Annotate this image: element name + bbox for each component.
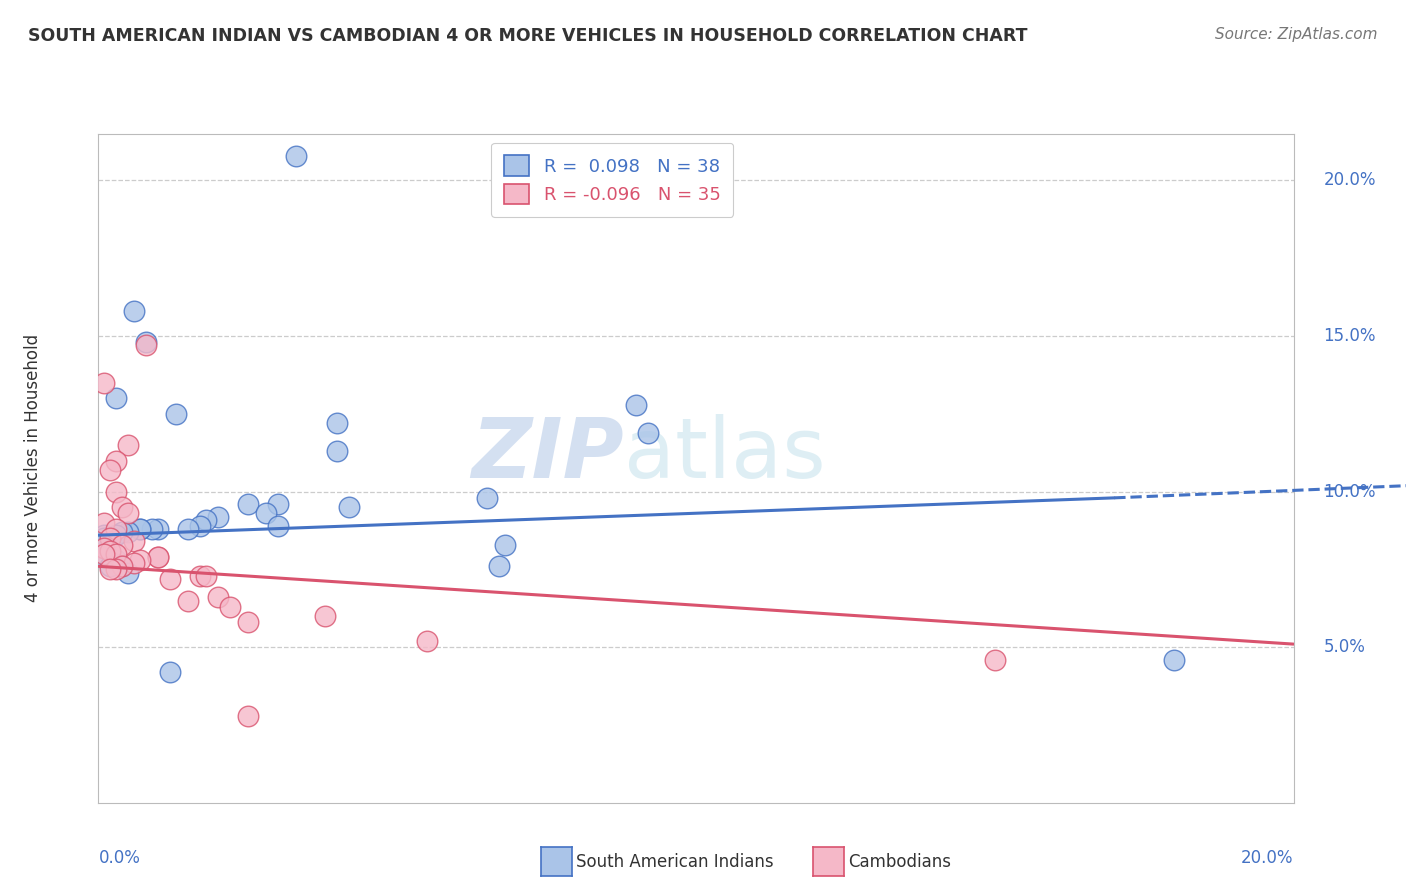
Point (236, 497, 259, 511)
Point (93, 547, 115, 561)
Point (207, 591, 229, 605)
Text: Cambodians: Cambodians (848, 853, 950, 871)
Point (159, 572, 181, 586)
Point (188, 568, 211, 582)
Point (177, 593, 200, 607)
Text: ZIP: ZIP (471, 415, 624, 495)
Point (124, 556, 146, 570)
Point (326, 444, 349, 458)
Point (637, 425, 659, 440)
Point (254, 507, 277, 521)
Text: 0.0%: 0.0% (98, 849, 141, 868)
Point (93, 376, 115, 390)
Point (188, 519, 211, 533)
Point (105, 392, 128, 406)
Point (124, 304, 146, 318)
Point (117, 507, 139, 521)
Point (129, 522, 152, 536)
Point (111, 559, 134, 574)
Point (117, 566, 139, 580)
Point (117, 438, 139, 452)
Text: Source: ZipAtlas.com: Source: ZipAtlas.com (1215, 27, 1378, 42)
Point (98, 543, 122, 558)
Point (267, 497, 290, 511)
Text: 10.0%: 10.0% (1323, 483, 1376, 500)
Point (105, 453, 128, 467)
Point (165, 407, 187, 421)
Point (284, 148, 307, 162)
Text: 4 or more Vehicles in Household: 4 or more Vehicles in Household (24, 334, 42, 602)
Point (124, 534, 146, 549)
Point (267, 519, 290, 533)
Text: South American Indians: South American Indians (576, 853, 775, 871)
Text: 20.0%: 20.0% (1323, 171, 1376, 189)
Point (236, 708, 259, 723)
Point (494, 537, 516, 551)
Point (98, 531, 122, 545)
Point (207, 509, 229, 524)
Point (194, 513, 218, 527)
Point (98, 562, 122, 576)
Point (148, 549, 170, 564)
Point (105, 547, 128, 561)
Point (148, 549, 170, 564)
Text: atlas: atlas (624, 415, 825, 495)
Legend: R =  0.098   N = 38, R = -0.096   N = 35: R = 0.098 N = 38, R = -0.096 N = 35 (491, 143, 734, 217)
Point (236, 615, 259, 630)
Point (98, 463, 122, 477)
Point (93, 549, 115, 564)
Point (141, 522, 163, 536)
Point (117, 525, 139, 540)
Point (326, 416, 349, 430)
Point (98, 531, 122, 545)
Point (93, 516, 115, 530)
Point (219, 599, 242, 614)
Point (93, 541, 115, 555)
Point (105, 562, 128, 576)
Point (129, 522, 152, 536)
Point (105, 553, 128, 567)
Point (159, 665, 181, 679)
Point (111, 559, 134, 574)
Point (315, 609, 337, 624)
Point (135, 335, 157, 350)
Text: 5.0%: 5.0% (1323, 638, 1365, 657)
Point (105, 484, 128, 499)
Text: 15.0%: 15.0% (1323, 327, 1376, 345)
Point (111, 537, 134, 551)
Text: SOUTH AMERICAN INDIAN VS CAMBODIAN 4 OR MORE VEHICLES IN HOUSEHOLD CORRELATION C: SOUTH AMERICAN INDIAN VS CAMBODIAN 4 OR … (28, 27, 1028, 45)
Point (475, 491, 498, 505)
Point (135, 338, 157, 352)
Point (148, 522, 170, 536)
Point (93, 531, 115, 545)
Point (129, 553, 152, 567)
Point (177, 522, 200, 536)
Point (624, 397, 647, 411)
Point (983, 653, 1005, 667)
Point (105, 528, 128, 542)
Point (1163, 653, 1185, 667)
Point (416, 634, 439, 648)
Point (98, 559, 122, 574)
Text: 20.0%: 20.0% (1241, 849, 1294, 868)
Point (339, 500, 360, 515)
Point (105, 522, 128, 536)
Point (488, 559, 510, 574)
Point (93, 528, 115, 542)
Point (111, 525, 134, 540)
Point (111, 500, 134, 515)
Point (194, 568, 218, 582)
